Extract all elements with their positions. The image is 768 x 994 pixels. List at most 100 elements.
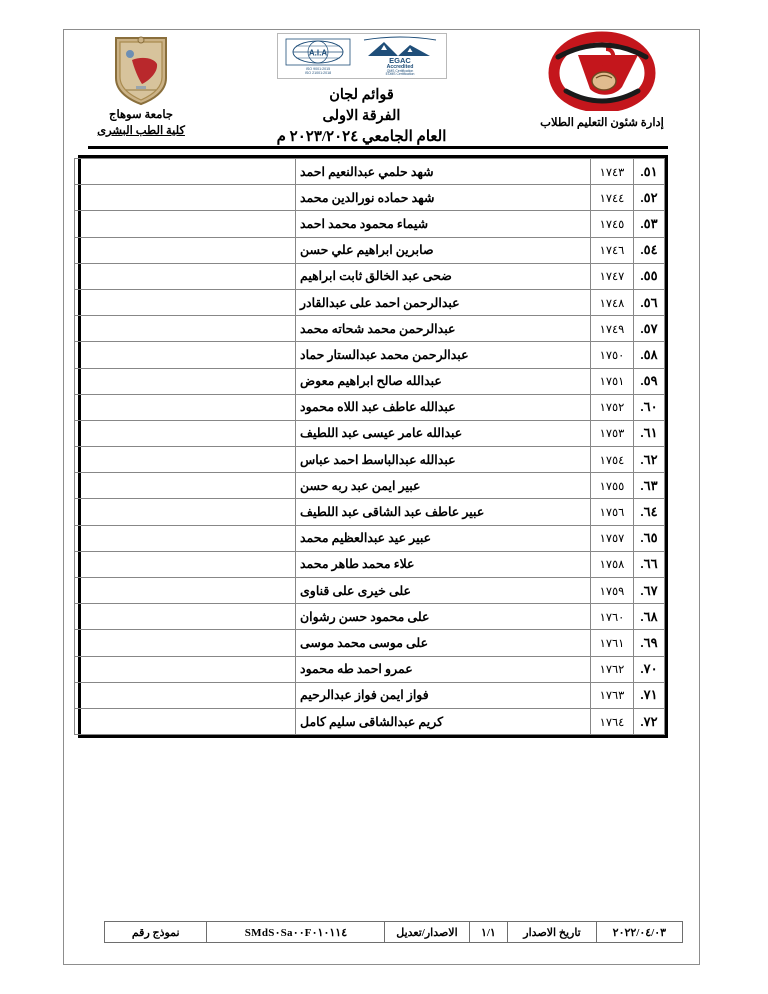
row-serial: ٦٤. [633,498,665,526]
row-signature-cell[interactable] [74,210,296,238]
row-signature-cell[interactable] [74,236,296,264]
row-student-name: على محمود حسن رشوان [295,603,591,631]
table-row: ٥٦. ١٧٤٨ عبدالرحمن احمد على عبدالقادر [74,288,665,317]
row-signature-cell[interactable] [74,446,296,474]
row-signature-cell[interactable] [74,498,296,526]
row-student-name: عبدالله عامر عيسى عبد اللطيف [295,419,591,448]
header-left-block: إدارة شئون التعليم الطلاب [507,31,697,129]
table-row: ٦٤. ١٧٥٦ عبير عاطف عبد الشاقى عبد اللطيف [74,498,665,526]
row-serial: ٦١. [633,419,665,448]
row-signature-cell[interactable] [74,472,296,500]
table-row: ٦٩. ١٧٦١ على موسى محمد موسى [74,629,665,657]
svg-text:EOMS Certification: EOMS Certification [385,72,414,76]
row-student-id: ١٧٦١ [590,629,634,657]
row-signature-cell[interactable] [74,655,296,683]
issue-date-label: تاريخ الاصدار [507,921,597,943]
row-serial: ٧٢. [633,707,665,736]
svg-text:EGAC: EGAC [389,56,411,65]
row-student-name: عبير عاطف عبد الشاقى عبد اللطيف [295,498,591,526]
student-roster-table-container: ٥١. ١٧٤٣ شهد حلمي عبدالنعيم احمد ٥٢. ١٧٤٤ شهد… [74,155,668,739]
table-row: ٥١. ١٧٤٣ شهد حلمي عبدالنعيم احمد [74,157,665,186]
row-serial: ٥٣. [633,210,665,238]
row-serial: ٥٤. [633,236,665,264]
roster-body: ٥١. ١٧٤٣ شهد حلمي عبدالنعيم احمد ٥٢. ١٧٤٤ شهد… [74,157,665,736]
row-serial: ٦٠. [633,393,665,421]
row-student-id: ١٧٥٧ [590,524,634,552]
academic-year: العام الجامعي ٢٠٢٣/٢٠٢٤ م [276,129,447,146]
table-row: ٥٣. ١٧٤٥ شيماء محمود محمد احمد [74,210,665,238]
form-number-label: نموذج رقم [103,921,208,943]
row-signature-cell[interactable] [74,262,296,290]
faculty-name: كلية الطب البشرى [97,124,185,137]
university-name: جامعة سوهاج [109,109,173,121]
svg-text:ISO 9001:2015: ISO 9001:2015 [305,67,329,71]
sohag-university-crest-icon [112,34,170,106]
table-row: ٧٠. ١٧٦٢ عمرو احمد طه محمود [74,655,665,683]
footer-table: ٢٠٢٢/٠٤/٠٣ تاريخ الاصدار ١/١ الاصدار/تعد… [103,921,684,943]
form-metadata-footer: ٢٠٢٢/٠٤/٠٣ تاريخ الاصدار ١/١ الاصدار/تعد… [103,921,684,943]
row-serial: ٥٢. [633,184,665,212]
row-student-name: شهد حماده نورالدين محمد [295,184,591,212]
svg-text:ISO 21001:2018: ISO 21001:2018 [304,71,330,75]
row-signature-cell[interactable] [74,367,296,395]
row-student-name: صابرين ابراهيم علي حسن [295,236,591,264]
document-title: قوائم لجان الفرقة الاولى العام الجامعي ٢… [277,85,447,149]
table-row: ٦٠. ١٧٥٢ عبدالله عاطف عبد اللاه محمود [74,393,665,421]
row-signature-cell[interactable] [74,629,296,657]
row-signature-cell[interactable] [74,157,296,186]
row-student-id: ١٧٤٤ [590,184,634,212]
row-signature-cell[interactable] [74,341,296,369]
row-student-id: ١٧٦٠ [590,603,634,631]
row-signature-cell[interactable] [74,393,296,421]
table-row: ٥٩. ١٧٥١ عبدالله صالح ابراهيم معوض [74,367,665,395]
row-student-id: ١٧٥٤ [590,446,634,474]
aia-iso-icon: A.I.A ISO 9001:2015 ISO 21001:2018 [282,36,354,76]
table-row: ٦٣. ١٧٥٥ عبير ايمن عبد ربه حسن [74,472,665,500]
row-signature-cell[interactable] [74,550,296,579]
row-student-name: عبدالله صالح ابراهيم معوض [295,367,591,395]
table-row: ٦١. ١٧٥٣ عبدالله عامر عيسى عبد اللطيف [74,419,665,448]
svg-text:QMS Certification: QMS Certification [386,69,413,73]
row-student-name: عمرو احمد طه محمود [295,655,591,683]
row-signature-cell[interactable] [74,681,296,709]
row-student-name: شيماء محمود محمد احمد [295,210,591,238]
student-roster-table: ٥١. ١٧٤٣ شهد حلمي عبدالنعيم احمد ٥٢. ١٧٤٤ شهد… [74,157,665,736]
svg-text:Accredited: Accredited [386,64,413,70]
row-student-name: علاء محمد طاهر محمد [295,550,591,579]
header-divider-rule [88,146,668,149]
row-student-id: ١٧٥٠ [590,341,634,369]
row-student-id: ١٧٤٧ [590,262,634,290]
row-signature-cell[interactable] [74,288,296,317]
row-student-id: ١٧٥٣ [590,419,634,448]
row-signature-cell[interactable] [74,419,296,448]
row-signature-cell[interactable] [74,524,296,552]
row-student-id: ١٧٤٨ [590,288,634,317]
row-student-id: ١٧٥٨ [590,550,634,579]
row-serial: ٧١. [633,681,665,709]
issue-date-value: ٢٠٢٢/٠٤/٠٣ [595,921,684,943]
row-signature-cell[interactable] [74,603,296,631]
row-student-id: ١٧٥٩ [590,576,634,605]
row-serial: ٥٩. [633,367,665,395]
title-line-2: الفرقة الاولى [322,108,401,125]
row-signature-cell[interactable] [74,315,296,343]
table-row: ٥٢. ١٧٤٤ شهد حماده نورالدين محمد [74,184,665,212]
row-student-id: ١٧٦٤ [590,707,634,736]
table-row: ٦٨. ١٧٦٠ على محمود حسن رشوان [74,603,665,631]
row-serial: ٦٧. [633,576,665,605]
row-student-name: عبدالله عبدالباسط احمد عباس [295,446,591,474]
revision-label: الاصدار/تعديل [384,921,470,943]
row-student-name: شهد حلمي عبدالنعيم احمد [295,157,591,186]
university-caption: جامعة سوهاج كلية الطب البشرى [97,108,185,139]
row-signature-cell[interactable] [74,576,296,605]
row-student-name: عبدالله عاطف عبد اللاه محمود [295,393,591,421]
row-student-name: على خيرى على قناوى [295,576,591,605]
row-serial: ٥٧. [633,315,665,343]
header-right-block: جامعة سوهاج كلية الطب البشرى [66,31,216,139]
row-signature-cell[interactable] [74,707,296,736]
table-row: ٥٨. ١٧٥٠ عبدالرحمن محمد عبدالستار حماد [74,341,665,369]
row-signature-cell[interactable] [74,184,296,212]
table-row: ٦٧. ١٧٥٩ على خيرى على قناوى [74,576,665,605]
revision-value: ١/١ [468,921,509,943]
accreditation-logos: EGAC Accredited QMS Certification EOMS C… [276,33,447,79]
